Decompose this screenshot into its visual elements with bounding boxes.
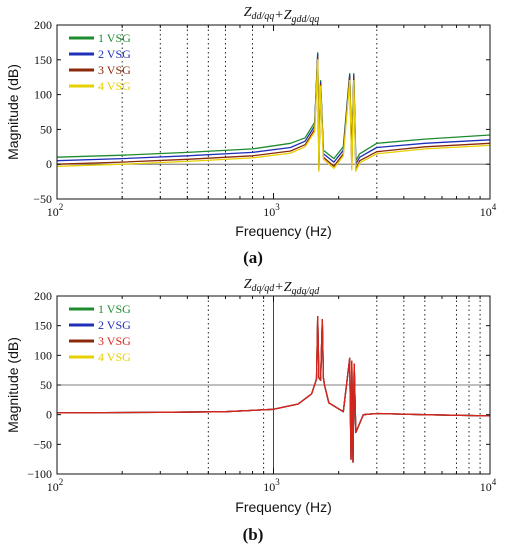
y-tick-label: −100 <box>27 467 52 481</box>
y-tick-label: 200 <box>34 289 52 303</box>
y-tick-label: 200 <box>34 18 52 32</box>
chart-title: Zdq/qd+Zgdq/qd <box>244 277 321 297</box>
title-part: Z <box>284 8 292 23</box>
legend-label-2: 2 VSG <box>98 318 131 332</box>
x-tick-exponent: 3 <box>275 202 280 212</box>
legend: 1 VSG 2 VSG 3 VSG 4 VSG <box>69 31 131 93</box>
panel-label: (a) <box>243 248 263 267</box>
series-group <box>57 52 490 172</box>
y-tick-label: 0 <box>46 157 52 171</box>
title-part: Z <box>284 280 292 295</box>
series-group <box>57 316 490 463</box>
title-part: + <box>274 8 283 23</box>
legend-label-1: 1 VSG <box>98 31 131 45</box>
x-tick-label: 102 <box>47 477 64 494</box>
legend-label-2: 2 VSG <box>98 47 131 61</box>
y-tick-label: −50 <box>33 192 52 206</box>
x-axis-label: Frequency (Hz) <box>235 223 331 239</box>
x-tick-exponent: 4 <box>492 202 497 212</box>
x-tick-label: 103 <box>263 202 280 219</box>
title-subscript: gdd/qq <box>292 14 320 25</box>
title-part: Z <box>244 277 252 292</box>
chart-title: Zdd/qq+Zgdd/qq <box>244 5 320 25</box>
legend: 1 VSG 2 VSG 3 VSG 4 VSG <box>69 302 131 364</box>
y-axis-label: Magnitude (dB) <box>5 64 21 160</box>
title-subscript: gdq/qd <box>292 286 321 297</box>
panel-label: (b) <box>243 525 264 544</box>
legend-label-3: 3 VSG <box>98 63 131 77</box>
y-tick-label: 0 <box>46 408 52 422</box>
y-tick-label: 100 <box>34 348 52 362</box>
x-tick-label: 103 <box>263 477 280 494</box>
title-part: + <box>274 280 283 295</box>
y-tick-label: 50 <box>40 122 52 136</box>
x-tick-exponent: 2 <box>59 477 64 487</box>
legend-label-3: 3 VSG <box>98 334 131 348</box>
title-subscript: dd/qq <box>251 11 274 22</box>
x-tick-label: 102 <box>47 202 64 219</box>
y-tick-label: 150 <box>34 53 52 67</box>
legend-label-4: 4 VSG <box>98 79 131 93</box>
y-axis-label: Magnitude (dB) <box>5 337 21 433</box>
x-tick-exponent: 4 <box>492 477 497 487</box>
series-line-4 <box>57 59 490 172</box>
legend-label-1: 1 VSG <box>98 302 131 316</box>
legend-label-4: 4 VSG <box>98 350 131 364</box>
y-tick-label: −50 <box>33 437 52 451</box>
y-tick-label: 150 <box>34 319 52 333</box>
title-subscript: dq/qd <box>251 283 275 294</box>
plot-area <box>57 25 490 199</box>
x-axis-label: Frequency (Hz) <box>235 499 331 515</box>
x-tick-label: 104 <box>480 202 497 219</box>
x-tick-label: 104 <box>480 477 497 494</box>
y-tick-label: 100 <box>34 88 52 102</box>
x-tick-exponent: 3 <box>275 477 280 487</box>
series-line-4 <box>57 316 490 463</box>
title-part: Z <box>244 5 252 20</box>
y-tick-label: 50 <box>40 378 52 392</box>
x-tick-exponent: 2 <box>59 202 64 212</box>
